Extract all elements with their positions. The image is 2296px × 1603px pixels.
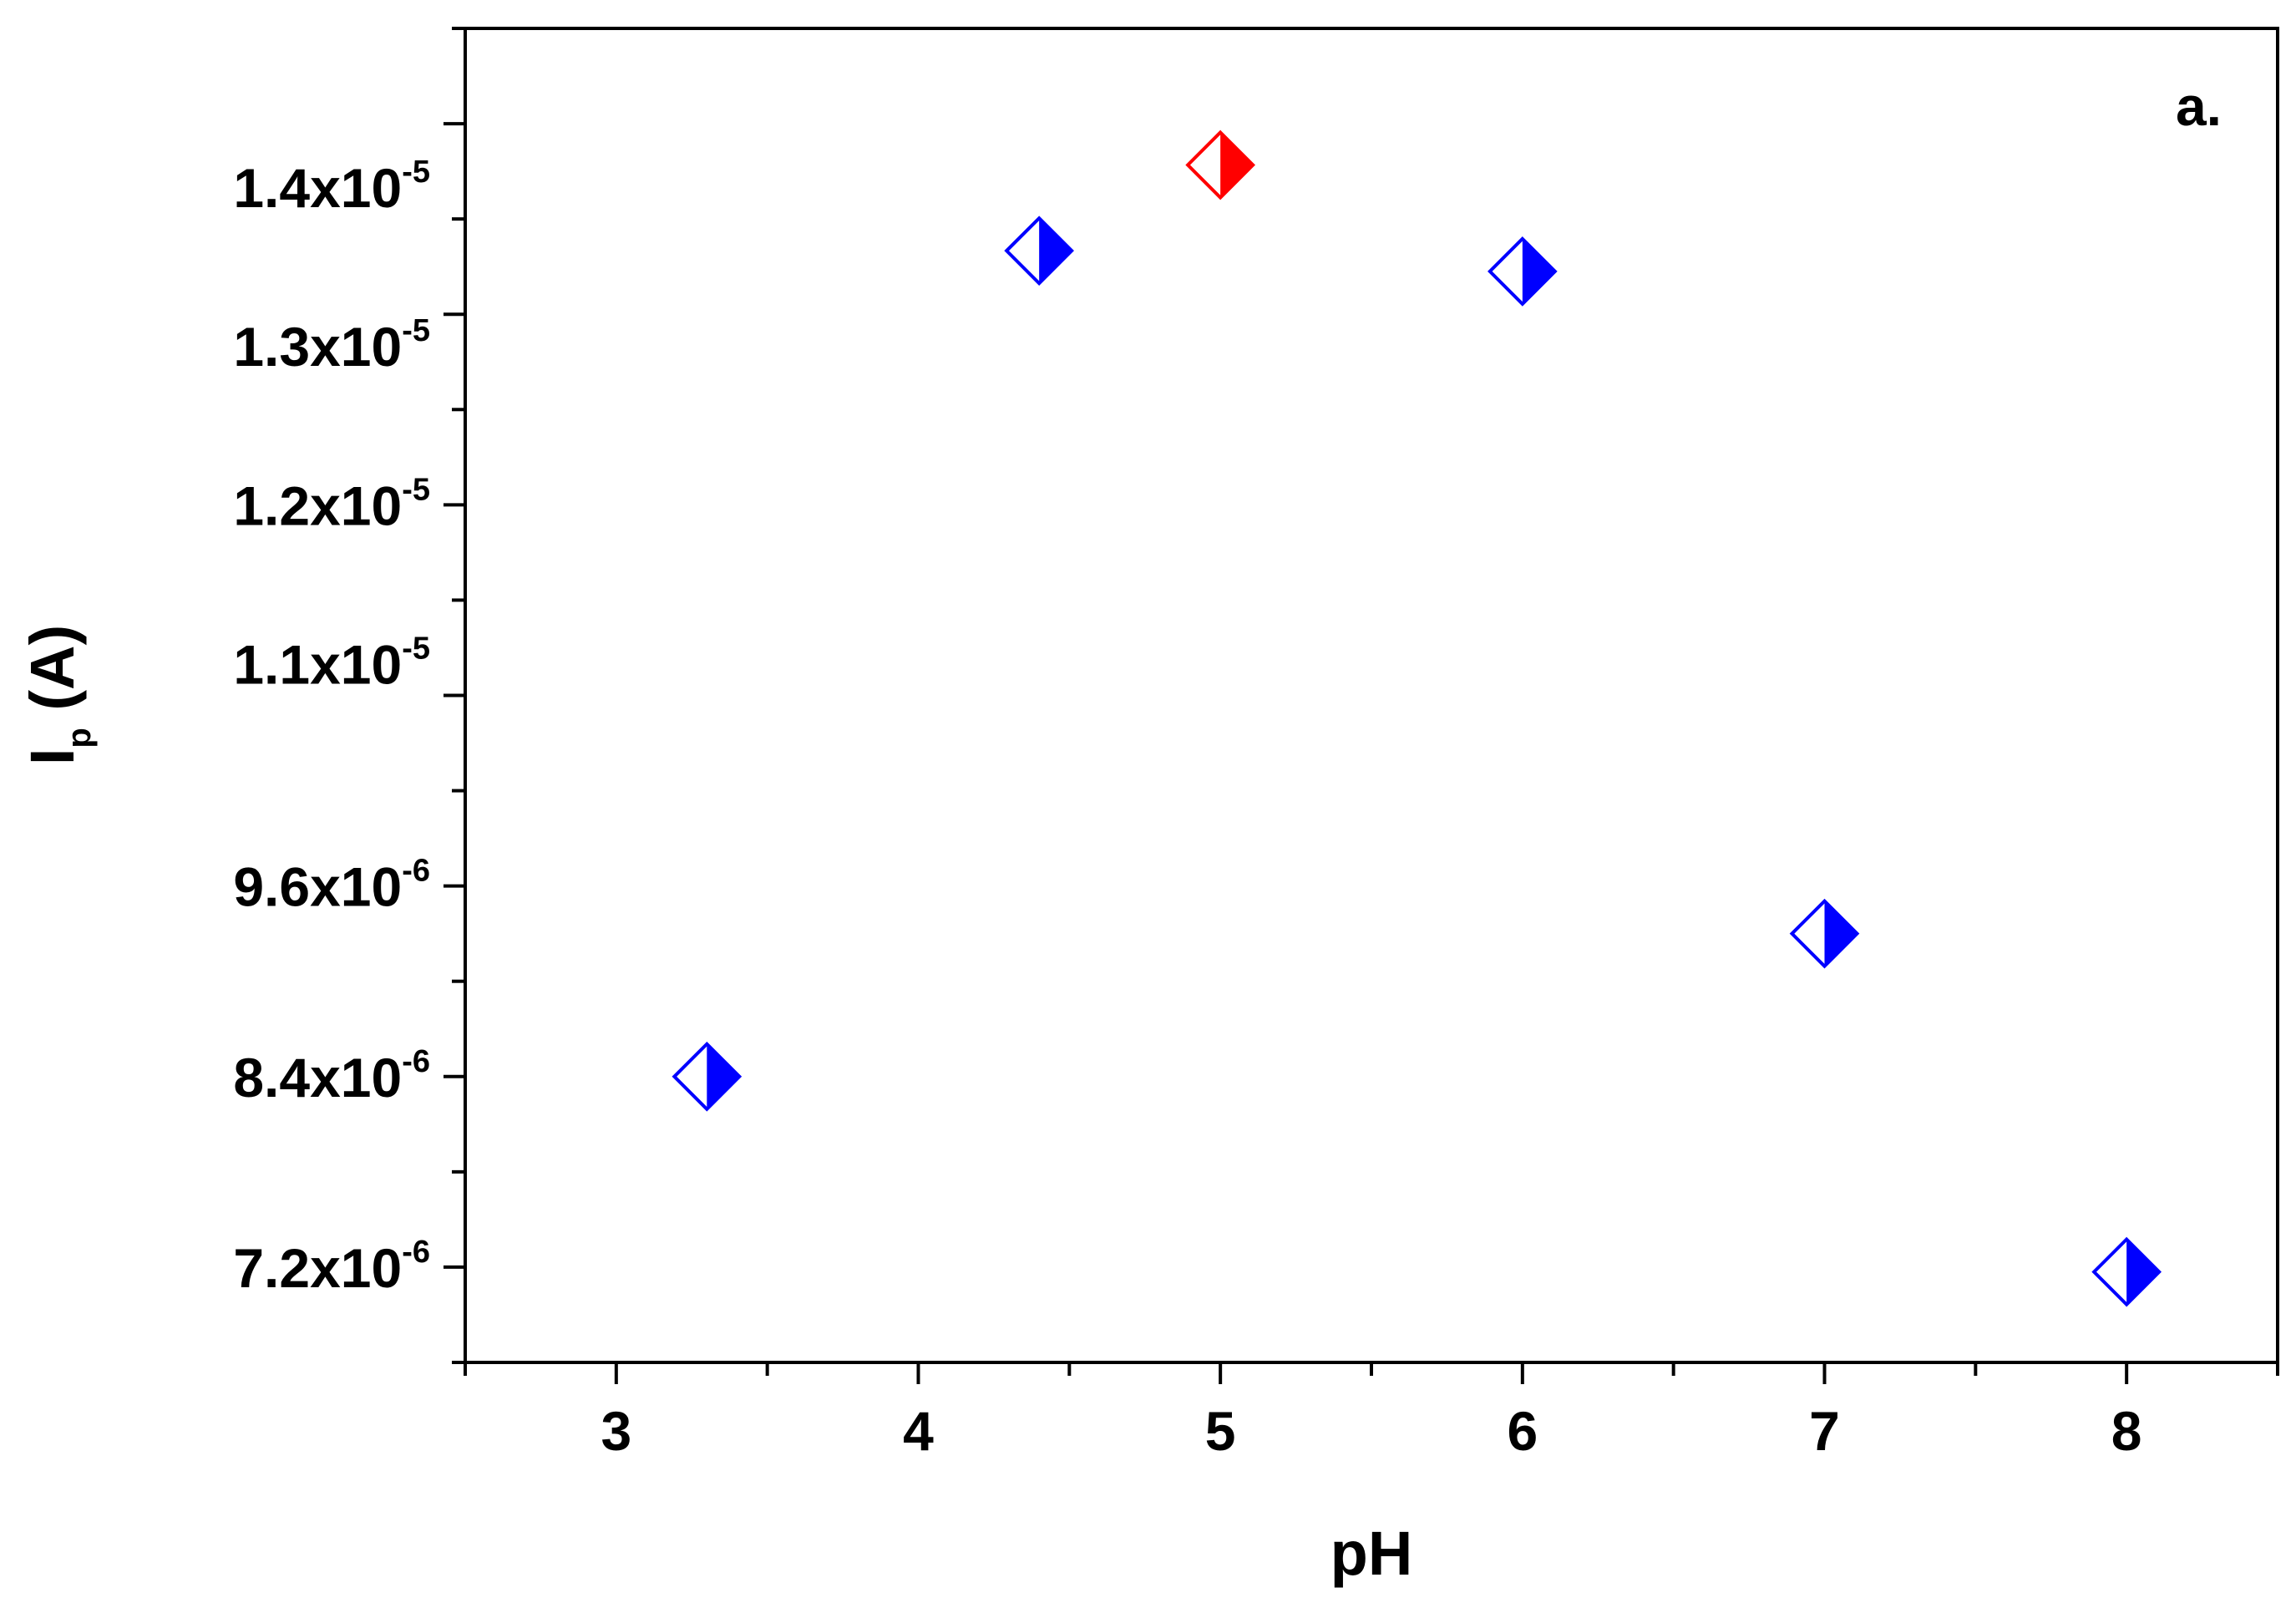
- x-tick-label: 4: [903, 1400, 934, 1462]
- y-tick-label: 9.6x10-6: [233, 854, 430, 918]
- y-tick-label: 1.4x10-5: [233, 155, 430, 219]
- y-tick-label: 7.2x10-6: [233, 1235, 430, 1299]
- x-tick-label: 5: [1205, 1400, 1236, 1462]
- x-axis-ticks: [464, 1362, 2279, 1384]
- data-points: [672, 129, 2162, 1307]
- y-tick-label: 8.4x10-6: [233, 1044, 430, 1108]
- x-tick-label: 8: [2111, 1400, 2142, 1462]
- data-point: [1004, 216, 1074, 286]
- x-tick-label: 3: [601, 1400, 631, 1462]
- y-tick-label: 1.2x10-5: [233, 472, 430, 536]
- y-axis-label-subscript: p: [61, 728, 98, 748]
- y-tick-label: 1.3x10-5: [233, 313, 430, 378]
- x-tick-label: 7: [1809, 1400, 1840, 1462]
- y-axis-ticks: [443, 27, 465, 1364]
- data-point: [1185, 129, 1255, 200]
- x-tick-labels: 3 4 5 6 7 8: [601, 1400, 2141, 1462]
- y-axis-label-main: I: [18, 748, 87, 766]
- plot-frame: [464, 27, 2279, 1364]
- x-tick-label: 6: [1507, 1400, 1538, 1462]
- data-point: [1488, 236, 1558, 307]
- y-tick-label: 1.1x10-5: [233, 631, 430, 695]
- data-point: [672, 1041, 743, 1112]
- x-axis-label: pH: [1330, 1519, 1413, 1588]
- data-point: [2091, 1236, 2162, 1307]
- y-tick-labels: 7.2x10-6 8.4x10-6 9.6x10-6 1.1x10-5 1.2x10-5…: [233, 155, 430, 1299]
- y-axis-label-unit: (A): [18, 625, 87, 728]
- y-axis-label: Ip (A): [18, 625, 98, 765]
- data-point: [1789, 898, 1860, 969]
- panel-label: a.: [2176, 75, 2222, 137]
